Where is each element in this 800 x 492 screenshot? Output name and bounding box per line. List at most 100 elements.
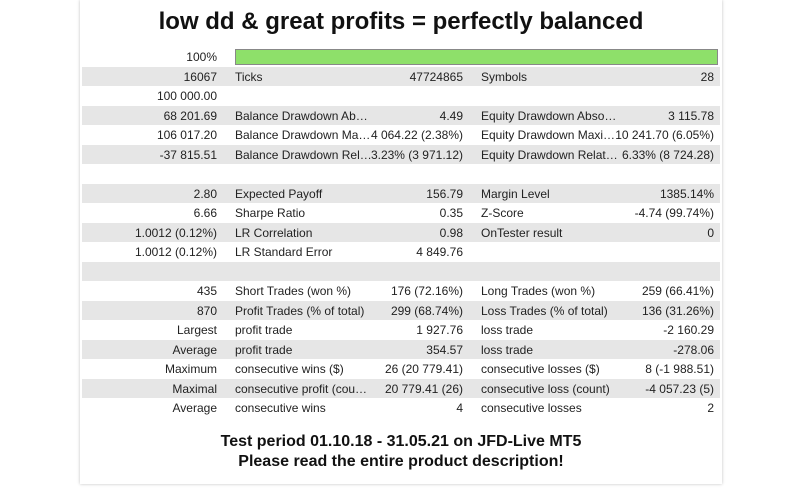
report-row: 6.66 Sharpe Ratio 0.35 Z-Score -4.74 (99.74%… xyxy=(82,203,720,223)
report-cell: 106 017.20 xyxy=(156,128,217,142)
report-cell: 0 xyxy=(707,225,714,240)
report-cell: 6.66 xyxy=(193,206,217,220)
report-cell: Profit Trades (% of total) xyxy=(235,303,365,318)
report-row: Maximum consecutive wins ($) 26 (20 779.41… xyxy=(82,359,720,379)
report-cell: 1.0012 (0.12%) xyxy=(134,245,217,259)
progress-row: 100% xyxy=(82,47,720,67)
report-cell: OnTester result xyxy=(481,225,563,240)
report-row: Largest profit trade 1 927.76 loss trade -2 … xyxy=(82,320,720,340)
report-row: 16067 Ticks 47724865 Symbols 28 xyxy=(82,66,720,86)
report-row: 2.80 Expected Payoff 156.79 Margin Level 138… xyxy=(82,183,720,203)
report-cell: 354.57 xyxy=(426,342,463,357)
report-cell: -278.06 xyxy=(673,342,714,357)
report-cell: LR Correlation xyxy=(235,225,313,240)
footer-line: Test period 01.10.18 - 31.05.21 on JFD-L… xyxy=(220,433,582,450)
report-cell: 4 xyxy=(456,401,463,415)
report-cell: Ticks xyxy=(235,69,263,84)
report-row: 1.0012 (0.12%) LR Correlation 0.98 OnTester… xyxy=(82,222,720,242)
report-cell: consecutive wins ($) xyxy=(235,362,344,376)
report-cell: loss trade xyxy=(481,323,534,337)
report-cell: consecutive losses xyxy=(481,401,582,415)
report-row: 106 017.20 Balance Drawdown Ma… 4 064.22 (… xyxy=(82,125,720,145)
progress-bar xyxy=(236,50,717,64)
report-row: 870 Profit Trades (% of total) 299 (68.74%… xyxy=(82,300,720,320)
report-cell: Equity Drawdown Relat… xyxy=(481,147,618,162)
report-cell: 68 201.69 xyxy=(163,108,217,123)
report-cell: 435 xyxy=(196,284,217,298)
report-cell: Average xyxy=(172,342,217,357)
report-cell: 6.33% (8 724.28) xyxy=(621,147,714,162)
report-cell: 47724865 xyxy=(409,69,463,84)
report-row: Average consecutive wins 4 consecutive loss… xyxy=(82,398,720,418)
report-cell: 4 064.22 (2.38%) xyxy=(370,128,463,142)
title: low dd & great profits = perfectly balan… xyxy=(158,8,644,35)
report-cell: -37 815.51 xyxy=(159,147,217,162)
report-cell: Expected Payoff xyxy=(235,186,323,201)
report-cell: 3 115.78 xyxy=(668,108,714,123)
footer-line: Please read the entire product descripti… xyxy=(238,453,564,470)
report-cell: 28 xyxy=(700,69,714,84)
report-cell: 1.0012 (0.12%) xyxy=(134,225,217,240)
report-cell: Maximum xyxy=(164,362,217,376)
report-cell: 10 241.70 (6.05%) xyxy=(615,128,714,142)
report-cell: consecutive profit (cou… xyxy=(235,381,368,396)
report-cell: -2 160.29 xyxy=(663,323,714,337)
report-cell: Balance Drawdown Ab… xyxy=(235,108,368,123)
report-row: 100 000.00 xyxy=(82,86,720,106)
report-cell: 4.49 xyxy=(439,108,463,123)
report-cell: Equity Drawdown Abso… xyxy=(481,108,617,123)
report-row: 68 201.69 Balance Drawdown Ab… 4.49 Equity … xyxy=(82,105,720,125)
report-cell: 3.23% (3 971.12) xyxy=(370,147,463,162)
report-cell: Sharpe Ratio xyxy=(235,206,306,220)
report-cell: 299 (68.74%) xyxy=(390,303,463,318)
report-cell: 870 xyxy=(196,303,217,318)
report-cell: Long Trades (won %) xyxy=(481,284,596,298)
report-row: Average profit trade 354.57 loss trade -278.… xyxy=(82,339,720,359)
report-cell: -4 057.23 (5) xyxy=(645,381,714,396)
report-row xyxy=(82,261,720,281)
report-cell: 176 (72.16%) xyxy=(390,284,463,298)
report-cell: 1 927.76 xyxy=(416,323,463,337)
report-cell: loss trade xyxy=(481,342,534,357)
report-row: 1.0012 (0.12%) LR Standard Error 4 849.76 xyxy=(82,242,720,262)
report-cell: 100 000.00 xyxy=(156,89,217,103)
report-cell: Symbols xyxy=(481,69,528,84)
report-cell: Largest xyxy=(176,323,217,337)
report-cell: 2 xyxy=(707,401,714,415)
report-cell: 0.98 xyxy=(439,225,463,240)
report-cell: 156.79 xyxy=(426,186,463,201)
report-cell: Equity Drawdown Maxi… xyxy=(481,128,616,142)
report-cell: 259 (66.41%) xyxy=(641,284,714,298)
report-cell: 136 (31.26%) xyxy=(641,303,714,318)
report-cell: profit trade xyxy=(235,342,293,357)
report-cell: Z-Score xyxy=(481,206,524,220)
report-cell: Balance Drawdown Rel… xyxy=(235,147,372,162)
report-cell: 1385.14% xyxy=(659,186,714,201)
report-cell: 4 849.76 xyxy=(416,245,463,259)
report-row xyxy=(82,164,720,184)
report-cell: 2.80 xyxy=(193,186,217,201)
report-cell: 8 (-1 988.51) xyxy=(645,362,714,376)
report-panel: low dd & great profits = perfectly balan… xyxy=(80,0,722,484)
progress-label: 100% xyxy=(186,50,217,64)
report-cell: LR Standard Error xyxy=(235,245,333,259)
report-cell: Loss Trades (% of total) xyxy=(481,303,608,318)
report-cell: 20 779.41 (26) xyxy=(384,381,463,396)
report-cell: 16067 xyxy=(183,69,217,84)
report-row: -37 815.51 Balance Drawdown Rel… 3.23% (3 … xyxy=(82,144,720,164)
report-cell: 0.35 xyxy=(439,206,463,220)
report-cell: profit trade xyxy=(235,323,293,337)
report-cell: consecutive losses ($) xyxy=(481,362,600,376)
footer: Test period 01.10.18 - 31.05.21 on JFD-L… xyxy=(80,432,722,472)
report-cell: consecutive loss (count) xyxy=(481,381,610,396)
report-cell: Balance Drawdown Ma… xyxy=(235,128,371,142)
progress-track xyxy=(235,49,718,65)
report-row: Maximal consecutive profit (cou… 20 779.41… xyxy=(82,378,720,398)
report-cell: -4.74 (99.74%) xyxy=(634,206,714,220)
report-cell: Short Trades (won %) xyxy=(235,284,352,298)
report-cell: Maximal xyxy=(172,381,217,396)
report-row: 435 Short Trades (won %) 176 (72.16%) Long … xyxy=(82,281,720,301)
report-cell: Average xyxy=(172,401,217,415)
report-cell: Margin Level xyxy=(481,186,550,201)
report-cell: consecutive wins xyxy=(235,401,326,415)
